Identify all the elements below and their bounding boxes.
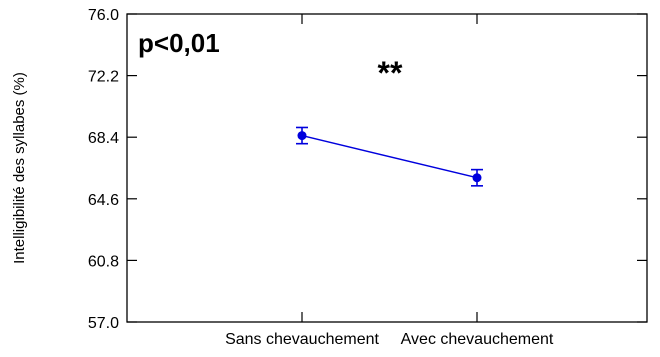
y-tick-label-0: 57.0 bbox=[88, 315, 119, 332]
y-axis-label: Intelligibilité des syllabes (%) bbox=[11, 72, 28, 264]
series-line-0 bbox=[301, 134, 478, 179]
x-tick-label-0: Sans chevauchement bbox=[225, 331, 379, 348]
y-tick-label-3: 68.4 bbox=[88, 130, 119, 147]
significance-annotation: ** bbox=[378, 55, 403, 91]
y-tick-label-5: 76.0 bbox=[88, 7, 119, 24]
data-point-0 bbox=[297, 131, 307, 141]
x-axis: Sans chevauchement Avec chevauchement bbox=[225, 14, 554, 348]
y-axis: 57.0 60.8 64.6 68.4 72.2 76.0 bbox=[88, 7, 647, 332]
y-tick-label-4: 72.2 bbox=[88, 69, 119, 86]
data-point-1 bbox=[472, 173, 482, 183]
plot-frame bbox=[126, 13, 648, 323]
x-tick-label-1: Avec chevauchement bbox=[401, 331, 554, 348]
p-value-annotation: p<0,01 bbox=[138, 28, 220, 58]
series-group bbox=[296, 126, 483, 187]
y-tick-label-2: 64.6 bbox=[88, 192, 119, 209]
y-tick-label-1: 60.8 bbox=[88, 253, 119, 270]
